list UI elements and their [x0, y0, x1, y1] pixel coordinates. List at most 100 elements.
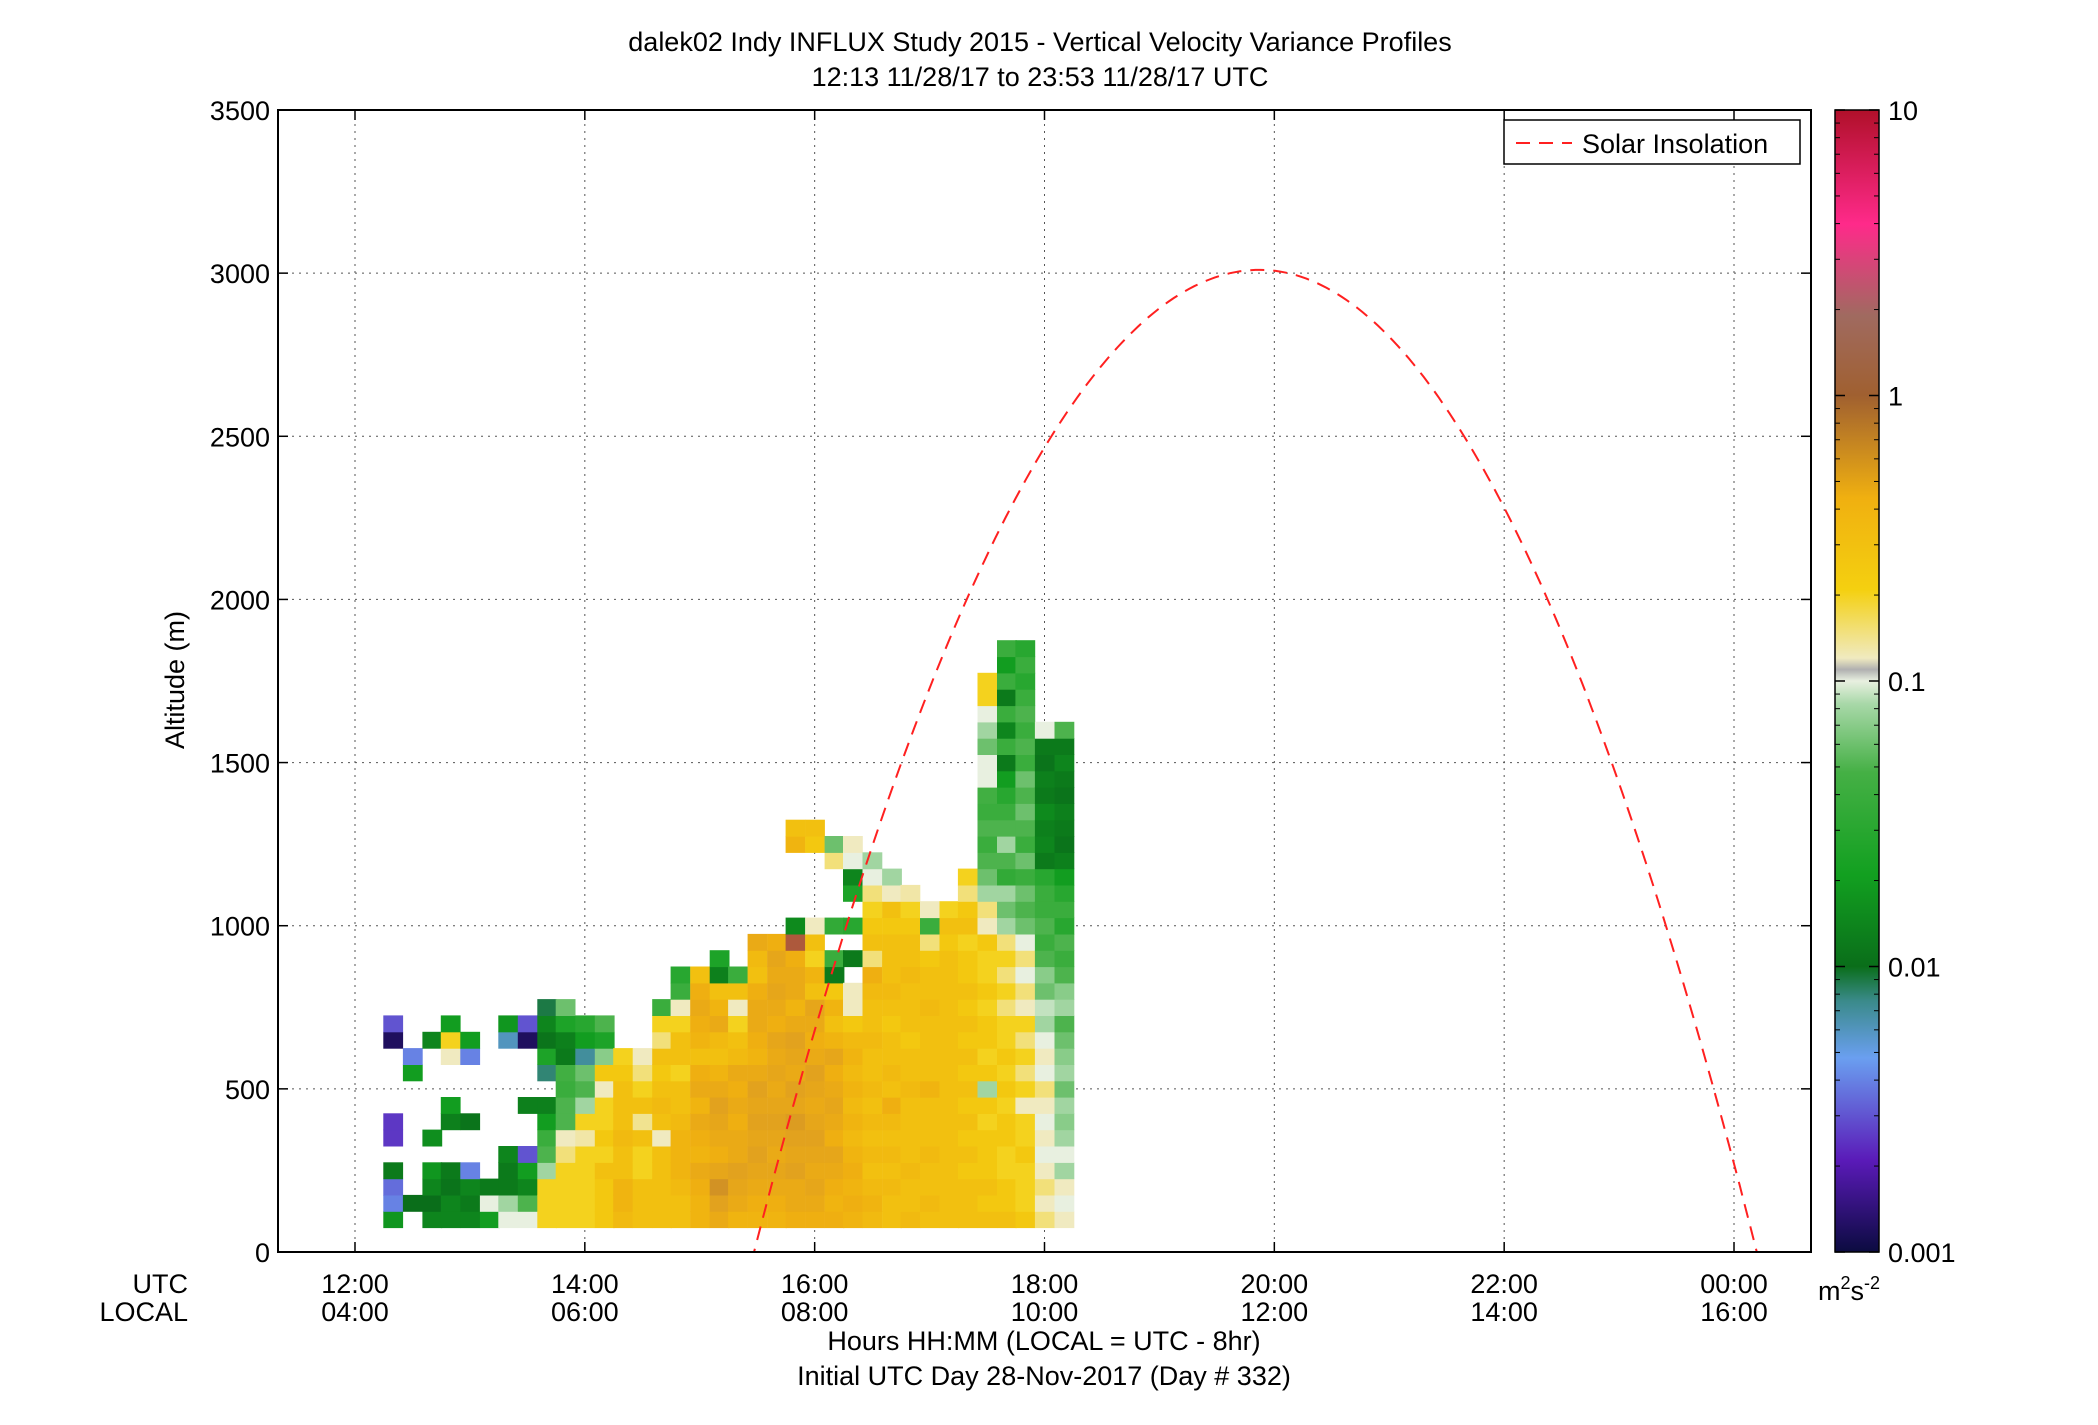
colorbar: 0.001 0.01 0.1 1 10 m2s-2 [1818, 96, 1956, 1306]
heatmap-cell [785, 999, 806, 1016]
heatmap-cell [1034, 803, 1055, 821]
heatmap-cell [632, 1097, 653, 1114]
heatmap-cell [997, 950, 1017, 968]
heatmap-cell [824, 1113, 845, 1131]
heatmap-cell [709, 1080, 730, 1098]
heatmap-cell [728, 1080, 748, 1098]
heatmap-cell [997, 705, 1017, 723]
heatmap-cell [517, 1097, 538, 1114]
heatmap-cell [882, 868, 902, 886]
colorbar-ticks: 0.001 0.01 0.1 1 10 [1835, 96, 1956, 1268]
heatmap-cell [555, 1211, 576, 1229]
heatmap-cell [862, 1194, 883, 1212]
heatmap-cell [1054, 1178, 1075, 1196]
heatmap-cell [862, 1015, 883, 1033]
heatmap-cell [440, 1097, 461, 1114]
heatmap-cell [652, 1031, 672, 1049]
heatmap-cell [920, 1031, 940, 1049]
heatmap-cell [747, 1211, 768, 1229]
heatmap-cell [767, 1031, 787, 1049]
heatmap-cell [900, 1146, 921, 1163]
heatmap-cell [785, 1080, 806, 1098]
heatmap-cell [843, 982, 863, 1000]
heatmap-cell [824, 1211, 845, 1229]
heatmap-cell [632, 1162, 653, 1180]
heatmap-cell [1034, 1146, 1055, 1163]
heatmap-cell [709, 1162, 730, 1180]
y-tick-label: 0 [255, 1238, 270, 1268]
heatmap-cell [920, 1080, 940, 1098]
heatmap-cell [537, 1178, 558, 1196]
heatmap-cell [747, 1178, 768, 1196]
heatmap-cell [824, 1194, 845, 1212]
heatmap-cell [767, 1048, 787, 1065]
heatmap-cell [652, 1048, 672, 1065]
heatmap-cell [957, 1194, 978, 1212]
heatmap-cell [957, 933, 978, 951]
heatmap-cell [882, 1064, 902, 1082]
heatmap-cell [957, 1015, 978, 1033]
heatmap-cell [1054, 1129, 1075, 1147]
heatmap-cell [920, 1097, 940, 1114]
heatmap-cell [652, 1146, 672, 1163]
colorbar-tick-label: 0.01 [1888, 953, 1941, 983]
heatmap-cell [1015, 803, 1036, 821]
heatmap-cell [632, 1146, 653, 1163]
heatmap-cell [977, 1031, 998, 1049]
heatmap-cell [862, 966, 883, 984]
colorbar-unit: m2s-2 [1818, 1273, 1880, 1306]
heatmap-cell [1015, 770, 1036, 788]
heatmap-cell [709, 1146, 730, 1163]
heatmap-cell [900, 1129, 921, 1147]
heatmap-cell [1054, 868, 1075, 886]
heatmap-cell [862, 901, 883, 919]
heatmap-cell [728, 999, 748, 1016]
heatmap-cell [882, 1015, 902, 1033]
heatmap-cell [900, 1097, 921, 1114]
heatmap-cell [900, 1015, 921, 1033]
heatmap-cell [1054, 1113, 1075, 1131]
heatmap-cell [594, 1211, 615, 1229]
heatmap-cell [498, 1162, 519, 1180]
heatmap-cell [1034, 933, 1055, 951]
x-tick-label-utc: 22:00 [1470, 1269, 1538, 1299]
heatmap-cell [498, 1031, 519, 1049]
heatmap-cell [843, 868, 863, 886]
y-tick-label: 3000 [210, 259, 270, 289]
heatmap-cell [440, 1015, 461, 1033]
heatmap-cell [997, 656, 1017, 674]
heatmap-cell [613, 1211, 633, 1229]
heatmap-cell [997, 868, 1017, 886]
heatmap-cell [728, 1178, 748, 1196]
heatmap-cell [460, 1031, 481, 1049]
heatmap-cell [805, 1048, 825, 1065]
heatmap-cell [1015, 1146, 1036, 1163]
heatmap-cell [537, 1097, 558, 1114]
heatmap-cell [997, 770, 1017, 788]
heatmap-cell [805, 917, 825, 935]
heatmap-cell [1015, 982, 1036, 1000]
heatmap-cell [709, 1097, 730, 1114]
heatmap-cell [824, 1080, 845, 1098]
heatmap-cell [613, 1080, 633, 1098]
heatmap-cell [977, 1211, 998, 1229]
heatmap-cell [939, 1015, 960, 1033]
heatmap-cell [537, 1031, 558, 1049]
heatmap-cell [517, 1194, 538, 1212]
heatmap-cell [862, 1064, 883, 1082]
heatmap-cell [575, 1129, 596, 1147]
heatmap-cell [1054, 819, 1075, 837]
heatmap-cell [957, 901, 978, 919]
heatmap-cell [555, 1146, 576, 1163]
heatmap-cell [422, 1178, 443, 1196]
heatmap-cell [977, 738, 998, 755]
heatmap-cell [862, 868, 883, 886]
heatmap-cell [440, 1162, 461, 1180]
heatmap-cell [997, 966, 1017, 984]
heatmap-cell [920, 1178, 940, 1196]
heatmap-cell [843, 1015, 863, 1033]
heatmap-cell [747, 1129, 768, 1147]
heatmap-cell [997, 1146, 1017, 1163]
heatmap-cell [632, 1080, 653, 1098]
heatmap-cell [747, 999, 768, 1016]
